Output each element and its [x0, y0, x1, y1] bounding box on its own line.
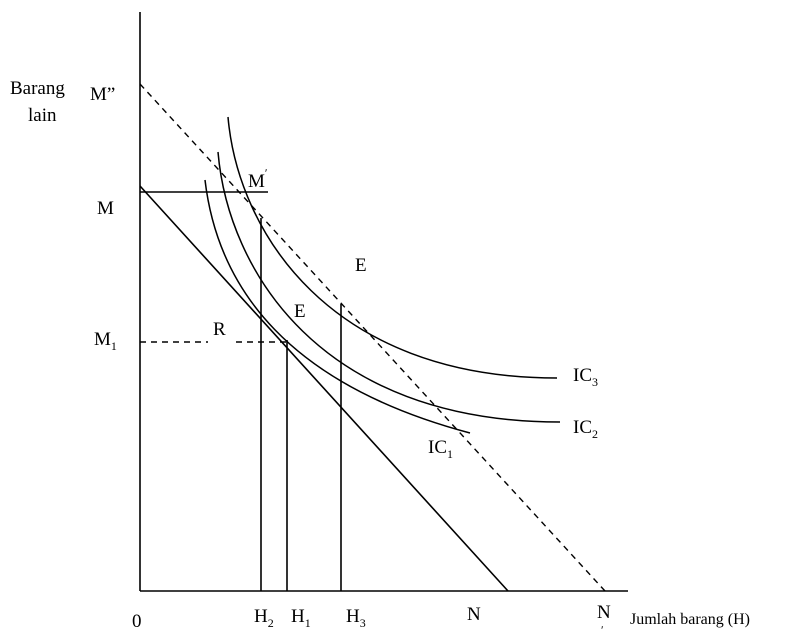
label-ic1: IC1: [428, 437, 453, 461]
indifference-curve-ic3: [227, 116, 558, 379]
label-n: N: [467, 604, 481, 625]
label-h2: H2: [254, 606, 274, 630]
origin-label: 0: [132, 611, 142, 632]
label-m: M: [97, 198, 114, 219]
label-m-prime: Mʹ: [248, 166, 268, 192]
label-m-double-prime: M”: [90, 84, 115, 105]
budget-line-mn: [139, 185, 509, 592]
point-r: R: [213, 319, 226, 340]
label-ic2: IC2: [573, 417, 598, 441]
label-n-prime: N: [597, 602, 611, 623]
label-h1: H1: [291, 606, 311, 630]
indifference-curve-ic1: [204, 179, 471, 434]
y-axis-title-line2: lain: [28, 105, 57, 126]
point-e-upper: E: [355, 255, 367, 276]
label-h3: H3: [346, 606, 366, 630]
label-n-prime-mark: ʹ: [601, 623, 604, 637]
x-axis-title: Jumlah barang (H): [630, 611, 750, 628]
label-m1: M1: [94, 329, 117, 353]
label-ic3: IC3: [573, 365, 598, 389]
indifference-curve-ic2: [217, 151, 561, 423]
budget-line-m-double-prime-n-prime: [139, 83, 606, 592]
point-e-lower: E: [294, 301, 306, 322]
y-axis-title-line1: Barang: [10, 78, 65, 99]
